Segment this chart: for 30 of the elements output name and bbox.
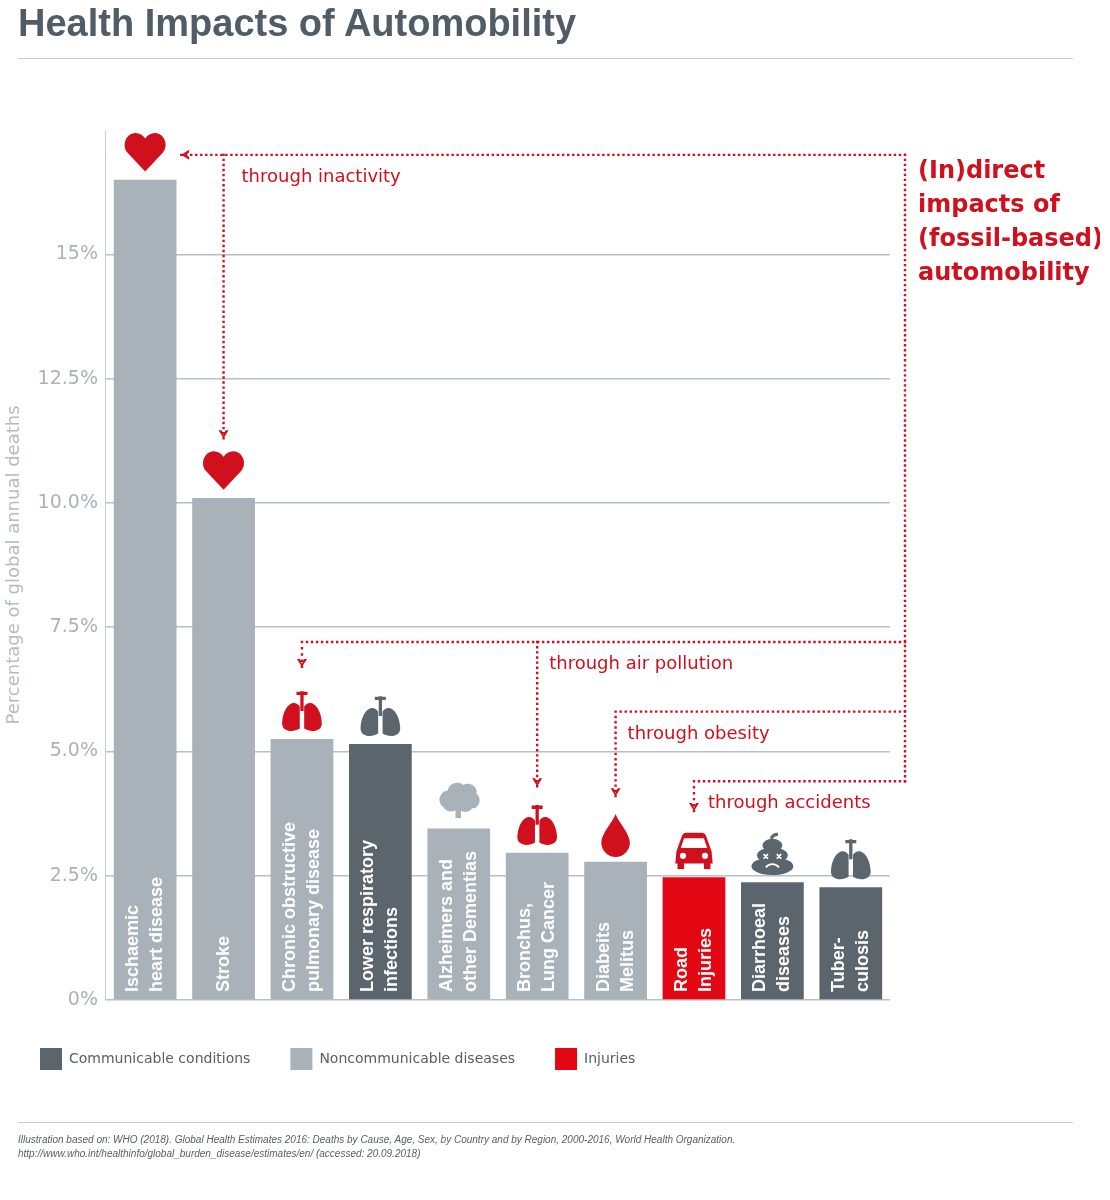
- legend-label: Injuries: [584, 1049, 636, 1066]
- x-tick-label: Alzheimers and other Dementias: [435, 850, 480, 992]
- y-tick-label: 15%: [55, 241, 98, 264]
- y-tick-label: 0%: [67, 986, 98, 1009]
- x-tick-label: Stroke: [212, 935, 233, 992]
- bar: [113, 179, 177, 1000]
- y-tick-label: 10.0%: [37, 489, 98, 512]
- legend-label: Noncommunicable diseases: [319, 1049, 516, 1066]
- x-tick-label: Chronic obstructive pulmonary disease: [278, 821, 323, 992]
- legend-label: Communicable conditions: [69, 1049, 251, 1066]
- x-tick-label: Bronchus, Lung Cancer: [514, 881, 559, 992]
- annotation: through inactivity: [241, 164, 402, 186]
- annotation: through accidents: [707, 791, 871, 813]
- y-tick-label: 7.5%: [49, 614, 98, 637]
- text: Illustration based on: WHO (2018). Global Health Estimates 2016: Deaths by Cause, Age, Sex, by Country and by Region, 2000-2016, World Health Organization. http://www.who.int/healthinfo/global_burden_disease/estimates/en/ (accessed: 20.09.2018): [18, 1133, 737, 1160]
- x-tick-label: Ischaemic heart disease: [122, 876, 167, 992]
- x-tick-label: Diarrhoeal diseases: [749, 902, 794, 992]
- annotation: through air pollution: [549, 652, 734, 674]
- bar: [192, 497, 255, 1000]
- y-axis-title: Percentage of global annual deaths: [2, 405, 24, 725]
- x-tick-label: Diabeits Melitus: [592, 921, 637, 992]
- y-tick-label: 12.5%: [37, 365, 98, 388]
- x-tick-label: Road Injuries: [670, 927, 715, 992]
- bar: [349, 743, 412, 1000]
- x-tick-label: Tuber- culosis: [827, 929, 872, 992]
- annotation: through obesity: [627, 721, 770, 743]
- x-tick-label: Lower respiratory infections: [357, 839, 402, 992]
- y-tick-label: 5.0%: [49, 738, 98, 761]
- chart-title: Health Impacts of Automobility: [18, 2, 577, 45]
- y-tick-label: 2.5%: [49, 862, 98, 885]
